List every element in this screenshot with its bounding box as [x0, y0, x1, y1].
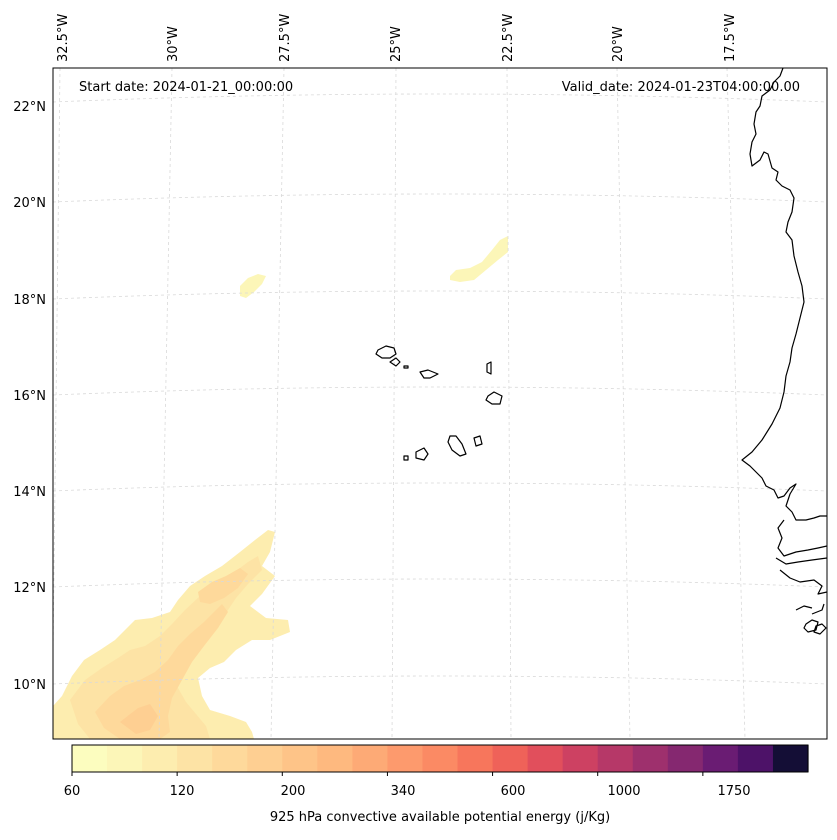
- lat-label: 10°N: [13, 678, 46, 693]
- colorbar-cell: [597, 745, 634, 772]
- lon-label: 27.5°W: [278, 14, 293, 62]
- colorbar-cells: [72, 745, 809, 772]
- island-maio: [473, 435, 483, 447]
- colorbar-tick-label: 600: [501, 784, 526, 799]
- parallel-20n: [53, 193, 827, 203]
- colorbar-cell: [667, 745, 704, 772]
- colorbar-cell: [772, 745, 809, 772]
- colorbar-tick-label: 200: [281, 784, 306, 799]
- colorbar-ticks: [71, 772, 704, 776]
- lat-label: 20°N: [13, 196, 46, 211]
- colorbar-cell: [282, 745, 318, 772]
- colorbar-cell: [562, 745, 599, 772]
- colorbar-cell: [317, 745, 353, 772]
- lon-label: 22.5°W: [501, 14, 516, 62]
- island-brava: [403, 455, 409, 461]
- map-frame: [52, 67, 828, 740]
- cape-patch-west: [240, 274, 266, 298]
- lat-label: 14°N: [13, 485, 46, 500]
- colorbar-tick-label: 1750: [717, 784, 750, 799]
- colorbar-cell: [72, 745, 108, 772]
- coastline-guinea-bissau: [795, 603, 827, 635]
- island-sao-vicente: [389, 357, 401, 367]
- lon-label: 30°W: [166, 26, 181, 62]
- meridian-30w: [158, 68, 173, 739]
- island-santiago: [447, 435, 467, 457]
- coastlines: [375, 68, 827, 635]
- colorbar-cell: [212, 745, 248, 772]
- colorbar-tick-label: 120: [170, 784, 195, 799]
- colorbar-cell: [457, 745, 494, 772]
- island-sal: [486, 361, 492, 375]
- lat-label: 22°N: [13, 100, 46, 115]
- colorbar-cell: [492, 745, 529, 772]
- lat-label: 18°N: [13, 293, 46, 308]
- colorbar-cell: [247, 745, 283, 772]
- parallel-10n: [53, 675, 827, 685]
- colorbar-cell: [702, 745, 739, 772]
- parallel-14n: [53, 482, 827, 492]
- colorbar-tick-label: 1000: [607, 784, 640, 799]
- cape-region-core: [95, 604, 228, 739]
- meridian-25w: [391, 68, 397, 739]
- colorbar-frame: [71, 744, 809, 773]
- island-santa-luzia: [403, 365, 409, 369]
- island-sao-nicolau: [419, 369, 439, 379]
- colorbar-tick-label: 60: [64, 784, 81, 799]
- latitude-labels: 22°N 20°N 18°N 16°N 14°N 12°N 10°N: [13, 100, 46, 693]
- start-date-label: Start date: 2024-01-21_00:00:00: [79, 80, 293, 95]
- lat-label: 12°N: [13, 581, 46, 596]
- valid-date-label: Valid_date: 2024-01-23T04:00:00.00: [562, 80, 800, 95]
- island-boa-vista: [485, 391, 503, 405]
- parallel-18n: [53, 290, 827, 300]
- map-panel: Start date: 2024-01-21_00:00:00 Valid_da…: [52, 67, 828, 740]
- meridian-27-5w: [270, 68, 285, 739]
- island-santo-antao: [375, 345, 397, 359]
- colorbar-cell: [177, 745, 213, 772]
- colorbar-tick-label: 340: [391, 784, 416, 799]
- island-fogo: [415, 447, 429, 461]
- colorbar-cell: [387, 745, 424, 772]
- longitude-labels: 32.5°W 30°W 27.5°W 25°W 22.5°W 20°W 17.5…: [56, 14, 738, 62]
- meridian-22-5w: [506, 68, 512, 739]
- colorbar-cell: [632, 745, 669, 772]
- colorbar: 60 120 200 340 600 1000 1750 925 hPa con…: [64, 744, 809, 825]
- colorbar-cell: [527, 745, 564, 772]
- meridian-17-5w: [726, 68, 746, 739]
- colorbar-cell: [352, 745, 389, 772]
- lat-label: 16°N: [13, 389, 46, 404]
- colorbar-tick-labels: 60 120 200 340 600 1000 1750: [64, 784, 751, 799]
- cape-region-upper: [198, 568, 248, 604]
- parallel-16n: [53, 386, 827, 396]
- colorbar-cell: [737, 745, 774, 772]
- cape-region-core2: [120, 704, 158, 734]
- cape-patch-northeast: [450, 236, 508, 282]
- coastline-africa: [741, 68, 827, 521]
- colorbar-cell: [107, 745, 143, 772]
- colorbar-cell: [422, 745, 459, 772]
- coastline-senegambia: [775, 519, 827, 595]
- cape-contour-fill: [53, 236, 508, 739]
- meridian-20w: [616, 68, 631, 739]
- parallel-22n: [53, 93, 827, 103]
- lon-label: 20°W: [611, 26, 626, 62]
- colorbar-cell: [142, 745, 178, 772]
- lon-label: 25°W: [389, 26, 404, 62]
- lon-label: 17.5°W: [723, 14, 738, 62]
- parallel-12n: [53, 578, 827, 588]
- lon-label: 32.5°W: [56, 14, 71, 62]
- colorbar-title: 925 hPa convective available potential e…: [270, 810, 610, 825]
